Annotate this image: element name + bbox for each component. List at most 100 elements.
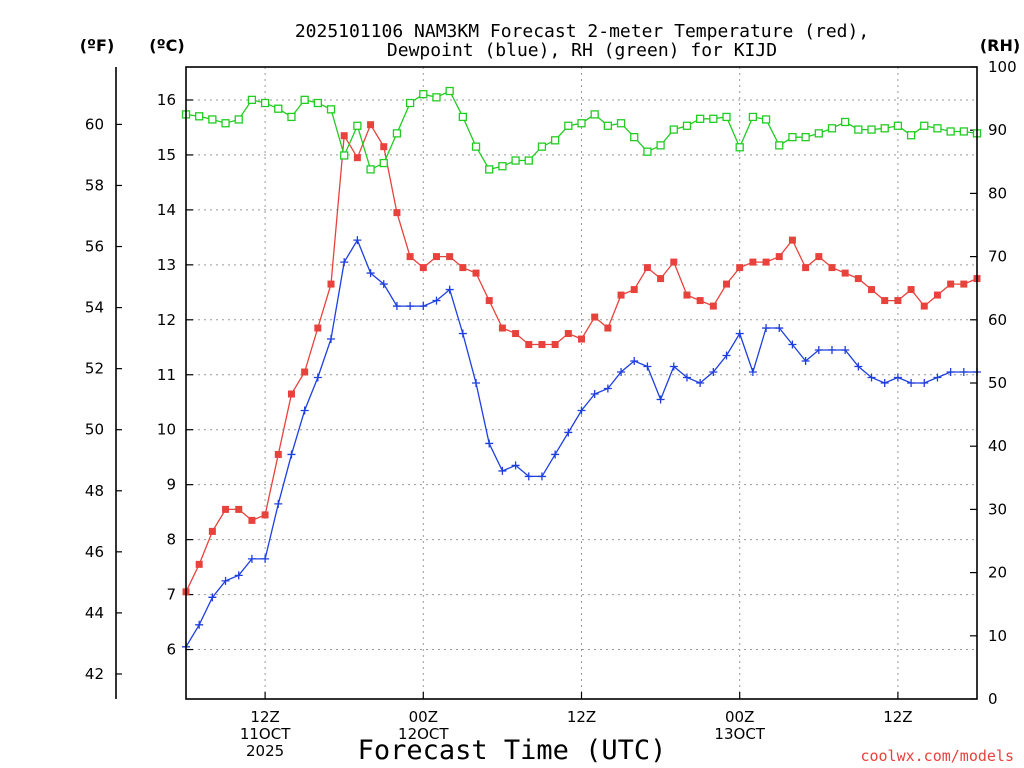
temperature-point xyxy=(933,291,941,299)
x-tick-label: 12Z xyxy=(883,708,912,726)
rh-point xyxy=(234,115,243,124)
fahrenheit-tick-label: 56 xyxy=(85,238,104,256)
temperature-point xyxy=(261,511,269,519)
credit-text: coolwx.com/models xyxy=(860,747,1014,765)
rh-tick-label: 0 xyxy=(988,690,998,708)
dewpoint-point xyxy=(261,554,270,563)
rh-point xyxy=(946,127,955,136)
temperature-point xyxy=(815,253,823,261)
fahrenheit-tick-label: 46 xyxy=(85,543,104,561)
rh-point xyxy=(405,98,415,108)
dewpoint-point xyxy=(656,395,665,404)
rh-point xyxy=(603,121,613,130)
temperature-point xyxy=(881,297,889,305)
dewpoint-point xyxy=(748,368,757,377)
temperature-point xyxy=(525,341,533,349)
dewpoint-point xyxy=(221,576,230,585)
rh-point xyxy=(761,115,771,124)
dewpoint-point xyxy=(907,379,916,387)
dewpoint-point xyxy=(893,373,902,382)
temperature-point xyxy=(894,297,902,305)
x-tick-label: 12Z xyxy=(250,708,279,726)
dewpoint-point xyxy=(590,389,599,398)
rh-point xyxy=(722,112,731,122)
rh-tick-label: 70 xyxy=(988,248,1007,266)
rh-point xyxy=(195,112,204,121)
dewpoint-point xyxy=(485,439,494,448)
rh-point xyxy=(630,133,639,142)
temperature-point xyxy=(828,264,836,272)
dewpoint-point xyxy=(920,379,929,387)
dewpoint-point xyxy=(432,296,441,305)
rh-point xyxy=(221,119,230,128)
rh-point xyxy=(432,93,441,102)
rh-point xyxy=(524,156,533,165)
rh-point xyxy=(550,136,560,145)
rh-point xyxy=(656,141,665,150)
rh-point xyxy=(445,86,454,96)
dewpoint-point xyxy=(617,368,626,377)
temperature-point xyxy=(749,258,757,266)
temperature-point xyxy=(340,132,348,140)
x-tick-label: 12Z xyxy=(567,708,596,726)
x-tick-label: 12OCT xyxy=(398,725,449,743)
temperature-point xyxy=(327,280,335,288)
temperature-point xyxy=(287,390,295,398)
rh-point xyxy=(841,117,850,127)
dewpoint-point xyxy=(300,406,309,415)
dewpoint-point xyxy=(274,499,283,508)
rh-point xyxy=(959,127,968,136)
rh-axis-unit: (RH) xyxy=(980,36,1020,55)
dewpoint-point xyxy=(234,571,243,580)
axis-ticks: 67891011121314151612Z11OCT202500Z12OCT12… xyxy=(85,58,1017,760)
temperature-point xyxy=(788,236,796,244)
dewpoint-point xyxy=(511,461,520,470)
dewpoint-point xyxy=(392,302,401,311)
dewpoint-point xyxy=(577,406,586,415)
temperature-point xyxy=(208,527,216,535)
x-tick-label: 00Z xyxy=(725,708,754,726)
temperature-point xyxy=(485,297,493,305)
temperature-point xyxy=(723,280,731,288)
celsius-tick-label: 7 xyxy=(166,586,176,604)
celsius-tick-label: 16 xyxy=(157,91,176,109)
temperature-point xyxy=(617,291,625,299)
chart-title-line-2: Dewpoint (blue), RH (green) for KIJD xyxy=(387,40,777,61)
dewpoint-point xyxy=(827,346,836,355)
temperature-point xyxy=(472,269,480,277)
temperature-point xyxy=(854,275,862,283)
rh-point xyxy=(274,104,283,113)
rh-tick-label: 60 xyxy=(988,311,1007,329)
fahrenheit-tick-label: 50 xyxy=(85,421,104,439)
rh-point xyxy=(208,115,217,124)
temperature-point xyxy=(604,324,612,332)
rh-point xyxy=(392,129,402,138)
temperature-point xyxy=(802,264,810,272)
fahrenheit-tick-label: 54 xyxy=(85,299,104,317)
rh-point xyxy=(379,158,388,168)
celsius-tick-label: 9 xyxy=(166,476,176,494)
dewpoint-point xyxy=(788,340,797,349)
temperature-point xyxy=(274,450,282,458)
rh-point xyxy=(485,165,494,174)
dewpoint-point xyxy=(247,554,256,563)
temperature-point xyxy=(367,121,375,129)
fahrenheit-tick-label: 48 xyxy=(85,482,104,500)
dewpoint-point xyxy=(551,450,560,459)
dewpoint-point xyxy=(775,324,784,333)
dewpoint-point xyxy=(472,379,481,387)
dewpoint-point xyxy=(880,379,889,387)
temperature-point xyxy=(538,341,546,349)
plot-frame xyxy=(185,66,978,700)
dewpoint-point xyxy=(696,379,705,387)
rh-point xyxy=(458,112,468,122)
dewpoint-point xyxy=(366,269,375,278)
x-tick-label: 2025 xyxy=(246,742,284,760)
fahrenheit-tick-label: 60 xyxy=(85,115,104,133)
celsius-tick-label: 12 xyxy=(157,311,176,329)
temperature-point xyxy=(446,253,454,261)
rh-point xyxy=(893,121,903,130)
temperature-point xyxy=(222,505,230,513)
rh-point xyxy=(326,105,336,114)
dewpoint-point xyxy=(722,351,731,360)
